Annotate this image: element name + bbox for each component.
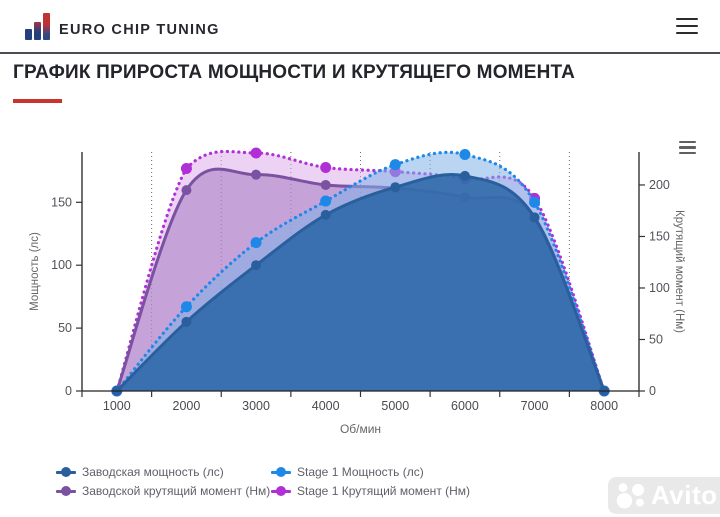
chart-svg: 0 50 100 150 0 50 100 150 200 1000 2000 3000 4000 500… xyxy=(29,147,685,436)
svg-text:50: 50 xyxy=(649,332,663,346)
axes: 0 50 100 150 0 50 100 150 200 1000 2000 3000 4000 500… xyxy=(51,152,670,413)
menu-icon[interactable] xyxy=(676,18,698,34)
watermark-label: Avito xyxy=(651,480,718,510)
svg-text:100: 100 xyxy=(51,258,72,272)
svg-text:2000: 2000 xyxy=(173,399,201,413)
legend: Заводская мощность (лс) Заводской крутящ… xyxy=(56,463,470,500)
svg-text:200: 200 xyxy=(649,178,670,192)
avito-logo-icon xyxy=(616,482,645,508)
legend-item-stage1-torque[interactable]: Stage 1 Крутящий момент (Нм) xyxy=(271,482,470,500)
svg-text:150: 150 xyxy=(51,195,72,209)
svg-text:7000: 7000 xyxy=(521,399,549,413)
right-axis-title: Крутящий момент (Нм) xyxy=(673,210,685,333)
left-axis-title: Мощность (лс) xyxy=(29,232,41,311)
legend-label: Stage 1 Крутящий момент (Нм) xyxy=(297,484,471,498)
legend-label: Заводской крутящий момент (Нм) xyxy=(82,484,271,498)
chart-plot-area: 0 50 100 150 0 50 100 150 200 1000 2000 3000 4000 500… xyxy=(0,113,720,460)
svg-text:8000: 8000 xyxy=(590,399,618,413)
chart: 0 50 100 150 0 50 100 150 200 1000 2000 3000 4000 500… xyxy=(0,113,720,460)
page-title: ГРАФИК ПРИРОСТА МОЩНОСТИ И КРУТЯЩЕГО МОМ… xyxy=(13,62,576,83)
svg-text:50: 50 xyxy=(58,321,72,335)
brand-logo[interactable]: EURO CHIP TUNING xyxy=(25,12,220,40)
header-divider xyxy=(0,52,720,54)
legend-label: Stage 1 Мощность (лс) xyxy=(297,465,424,479)
series-0 xyxy=(111,170,610,396)
svg-text:100: 100 xyxy=(649,281,670,295)
svg-text:6000: 6000 xyxy=(451,399,479,413)
x-axis-title: Об/мин xyxy=(340,422,381,436)
svg-text:1000: 1000 xyxy=(103,399,131,413)
legend-marker-stage1-torque xyxy=(271,485,291,497)
brand-name: EURO CHIP TUNING xyxy=(59,21,220,38)
chart-menu-icon[interactable] xyxy=(679,141,696,154)
legend-label: Заводская мощность (лс) xyxy=(82,465,224,479)
svg-text:150: 150 xyxy=(649,229,670,243)
site-header: EURO CHIP TUNING xyxy=(0,0,720,52)
legend-item-stage1-power[interactable]: Stage 1 Мощность (лс) xyxy=(271,463,470,481)
logo-bars-icon xyxy=(25,12,50,40)
svg-text:3000: 3000 xyxy=(242,399,270,413)
avito-watermark: Avito xyxy=(608,477,720,514)
legend-marker-stage1-power xyxy=(271,466,291,478)
svg-text:4000: 4000 xyxy=(312,399,340,413)
legend-item-factory-power[interactable]: Заводская мощность (лс) xyxy=(56,463,271,481)
title-underline xyxy=(13,99,62,103)
legend-item-factory-torque[interactable]: Заводской крутящий момент (Нм) xyxy=(56,482,271,500)
legend-marker-factory-power xyxy=(56,466,76,478)
svg-text:0: 0 xyxy=(65,384,72,398)
svg-text:5000: 5000 xyxy=(381,399,409,413)
svg-text:0: 0 xyxy=(649,384,656,398)
legend-marker-factory-torque xyxy=(56,485,76,497)
